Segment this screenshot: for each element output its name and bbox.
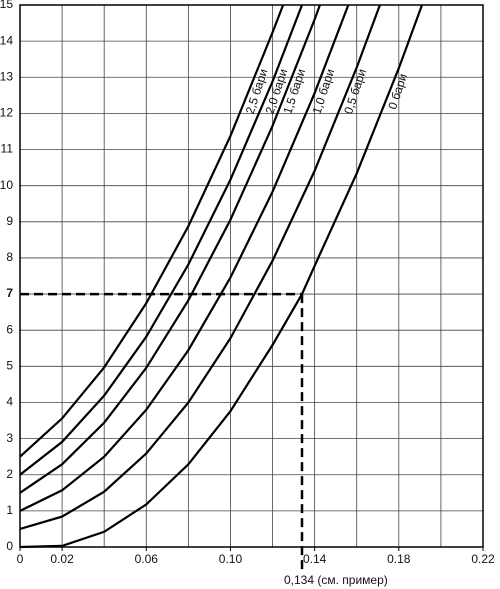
x-tick-label: 0.22 — [471, 552, 495, 566]
y-tick-label: 1 — [6, 503, 13, 517]
x-tick-label: 0.14 — [303, 552, 327, 566]
plot-frame — [19, 4, 484, 548]
y-tick-label: 12 — [0, 106, 13, 120]
curve — [19, 4, 424, 549]
curve — [19, 4, 350, 512]
curve — [19, 4, 304, 476]
y-tick-label: 3 — [6, 431, 13, 445]
legend-label: 1,0 бари — [310, 67, 338, 116]
x-tick-label: 0 — [17, 552, 24, 566]
curve — [19, 4, 381, 530]
curve — [19, 4, 285, 458]
y-tick-label: 2 — [6, 467, 13, 481]
legend-label: 0,5 бари — [341, 67, 369, 116]
curve — [19, 4, 321, 494]
y-tick-label: 14 — [0, 33, 13, 47]
y-tick-label: 7 — [6, 286, 13, 300]
x-tick-label: 0.18 — [387, 552, 411, 566]
y-tick-label: 0 — [6, 539, 13, 553]
y-tick-label: 13 — [0, 69, 13, 83]
y-tick-label: 15 — [0, 0, 13, 11]
y-tick-label: 5 — [6, 359, 13, 373]
y-tick-label: 11 — [1, 142, 14, 156]
x-tick-label: 0.06 — [135, 552, 159, 566]
x-tick-label: 0.10 — [219, 552, 243, 566]
x-tick-label: 0.02 — [50, 552, 74, 566]
y-tick-label: 8 — [6, 250, 13, 264]
y-tick-label: 6 — [6, 322, 13, 336]
y-tick-label: 4 — [6, 395, 13, 409]
annotation-label: 0,134 (см. пример) — [284, 573, 388, 587]
y-tick-label: 10 — [0, 178, 13, 192]
y-tick-label: 9 — [6, 214, 13, 228]
